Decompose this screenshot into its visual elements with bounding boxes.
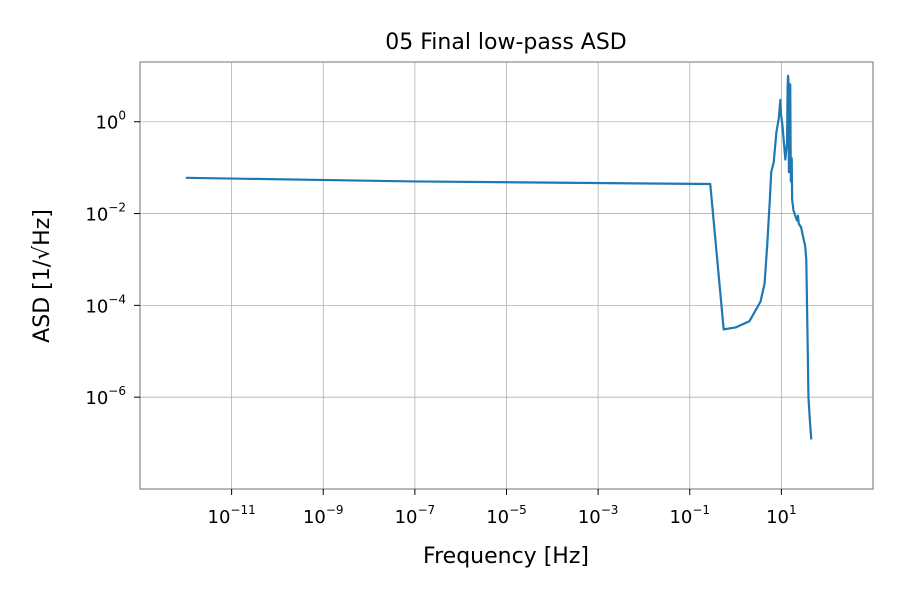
grid-lines [140, 62, 873, 489]
x-tick-label: 10−5 [486, 503, 527, 528]
y-tick-label: 10−6 [85, 384, 126, 409]
x-tick-label: 10−9 [303, 503, 344, 528]
x-tick-label: 101 [766, 503, 797, 528]
y-tick-label: 10−4 [85, 292, 126, 317]
asd-series-line [185, 74, 813, 440]
tick-marks [134, 121, 782, 495]
x-tick-label: 10−11 [208, 503, 256, 528]
y-axis-label: ASD [1/√Hz] [30, 209, 55, 343]
x-tick-labels: 10−11 10−9 10−7 10−5 10−3 10−1 101 [208, 503, 797, 528]
y-tick-label: 10−2 [85, 201, 126, 226]
y-tick-labels: 100 10−2 10−4 10−6 [85, 109, 126, 409]
x-tick-label: 10−1 [669, 503, 710, 528]
chart-title: 05 Final low-pass ASD [385, 30, 627, 55]
x-tick-label: 10−3 [578, 503, 619, 528]
x-tick-label: 10−7 [395, 503, 436, 528]
series-layer [185, 74, 813, 440]
y-tick-label: 100 [95, 109, 126, 134]
x-axis-label: Frequency [Hz] [423, 544, 589, 569]
plot-area [185, 74, 813, 440]
